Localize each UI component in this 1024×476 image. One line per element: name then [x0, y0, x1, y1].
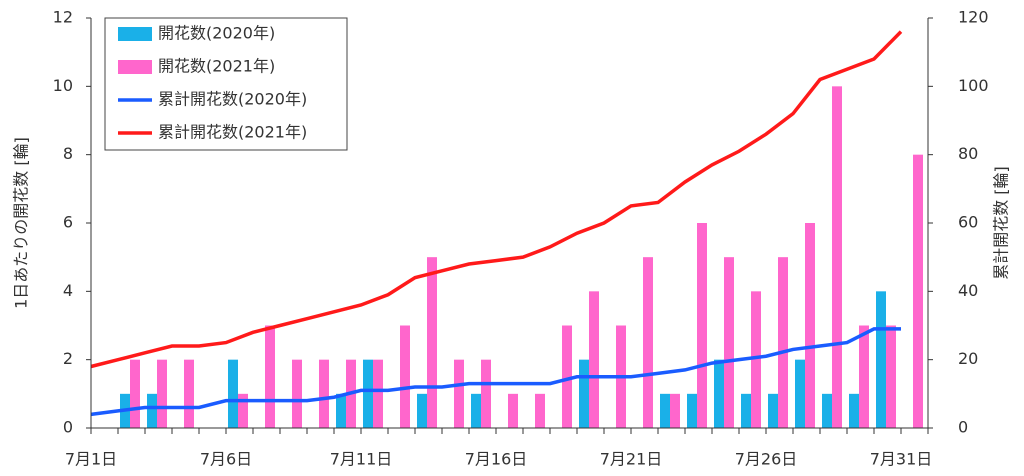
x-tick-label: 7月31日 [870, 450, 933, 469]
legend-label: 開花数(2020年) [158, 24, 275, 43]
bar [741, 393, 751, 428]
bar [876, 291, 886, 428]
y-tick-label: 6 [63, 213, 73, 232]
bar [373, 359, 383, 428]
legend-label: 累計開花数(2020年) [158, 90, 307, 109]
bar [454, 359, 464, 428]
bar [336, 393, 346, 428]
x-tick-label: 7月16日 [465, 450, 528, 469]
bar [714, 359, 724, 428]
y-axis-title: 1日あたりの開花数 [輪] [12, 137, 31, 309]
bar [697, 223, 707, 428]
bar [363, 359, 373, 428]
y2-axis-title: 累計開花数 [輪] [992, 166, 1011, 280]
bar [292, 359, 302, 428]
bar [643, 257, 653, 428]
bar [319, 359, 329, 428]
y2-tick-label: 80 [958, 144, 978, 163]
bar [805, 223, 815, 428]
legend-swatch [118, 27, 152, 41]
bar [427, 257, 437, 428]
x-tick-label: 7月6日 [200, 450, 252, 469]
legend: 開花数(2020年) 開花数(2021年) 累計開花数(2020年) 累計開花数(20… [104, 17, 348, 151]
bar [886, 325, 896, 428]
legend-label: 累計開花数(2021年) [158, 123, 307, 142]
y-tick-label: 4 [63, 281, 73, 300]
bar [157, 359, 167, 428]
legend-label: 開花数(2021年) [158, 57, 275, 76]
x-tick-label: 7月11日 [330, 450, 393, 469]
y-tick-label: 10 [53, 76, 73, 95]
bar [417, 393, 427, 428]
legend-swatch [118, 60, 152, 74]
bar [184, 359, 194, 428]
bar [670, 393, 680, 428]
y-tick-label: 12 [53, 8, 73, 27]
bar [238, 393, 248, 428]
bar [535, 393, 545, 428]
bar [687, 393, 697, 428]
bar [481, 359, 491, 428]
bar [778, 257, 788, 428]
bar [768, 393, 778, 428]
bar [562, 325, 572, 428]
y2-tick-label: 40 [958, 281, 978, 300]
y2-tick-label: 100 [958, 76, 989, 95]
y2-tick-label: 120 [958, 8, 989, 27]
bar [508, 393, 518, 428]
line [90, 327, 901, 417]
bar [859, 325, 869, 428]
bar [849, 393, 859, 428]
bar [579, 359, 589, 428]
bar [147, 393, 157, 428]
bar [913, 154, 923, 428]
y2-tick-label: 20 [958, 349, 978, 368]
bar [795, 359, 805, 428]
y-tick-label: 2 [63, 349, 73, 368]
y-tick-label: 0 [63, 418, 73, 437]
bar [589, 291, 599, 428]
bar [822, 393, 832, 428]
bar [471, 393, 481, 428]
line [90, 30, 903, 369]
x-tick-label: 7月21日 [600, 450, 663, 469]
y2-tick-label: 0 [958, 418, 968, 437]
x-tick-label: 7月26日 [735, 450, 798, 469]
bar [228, 359, 238, 428]
bar [832, 86, 842, 428]
bar [724, 257, 734, 428]
bar [660, 393, 670, 428]
bar [400, 325, 410, 428]
x-tick-label: 7月1日 [65, 450, 117, 469]
y2-tick-label: 60 [958, 213, 978, 232]
bar [751, 291, 761, 428]
y-tick-label: 8 [63, 144, 73, 163]
bar [265, 325, 275, 428]
bar [130, 359, 140, 428]
